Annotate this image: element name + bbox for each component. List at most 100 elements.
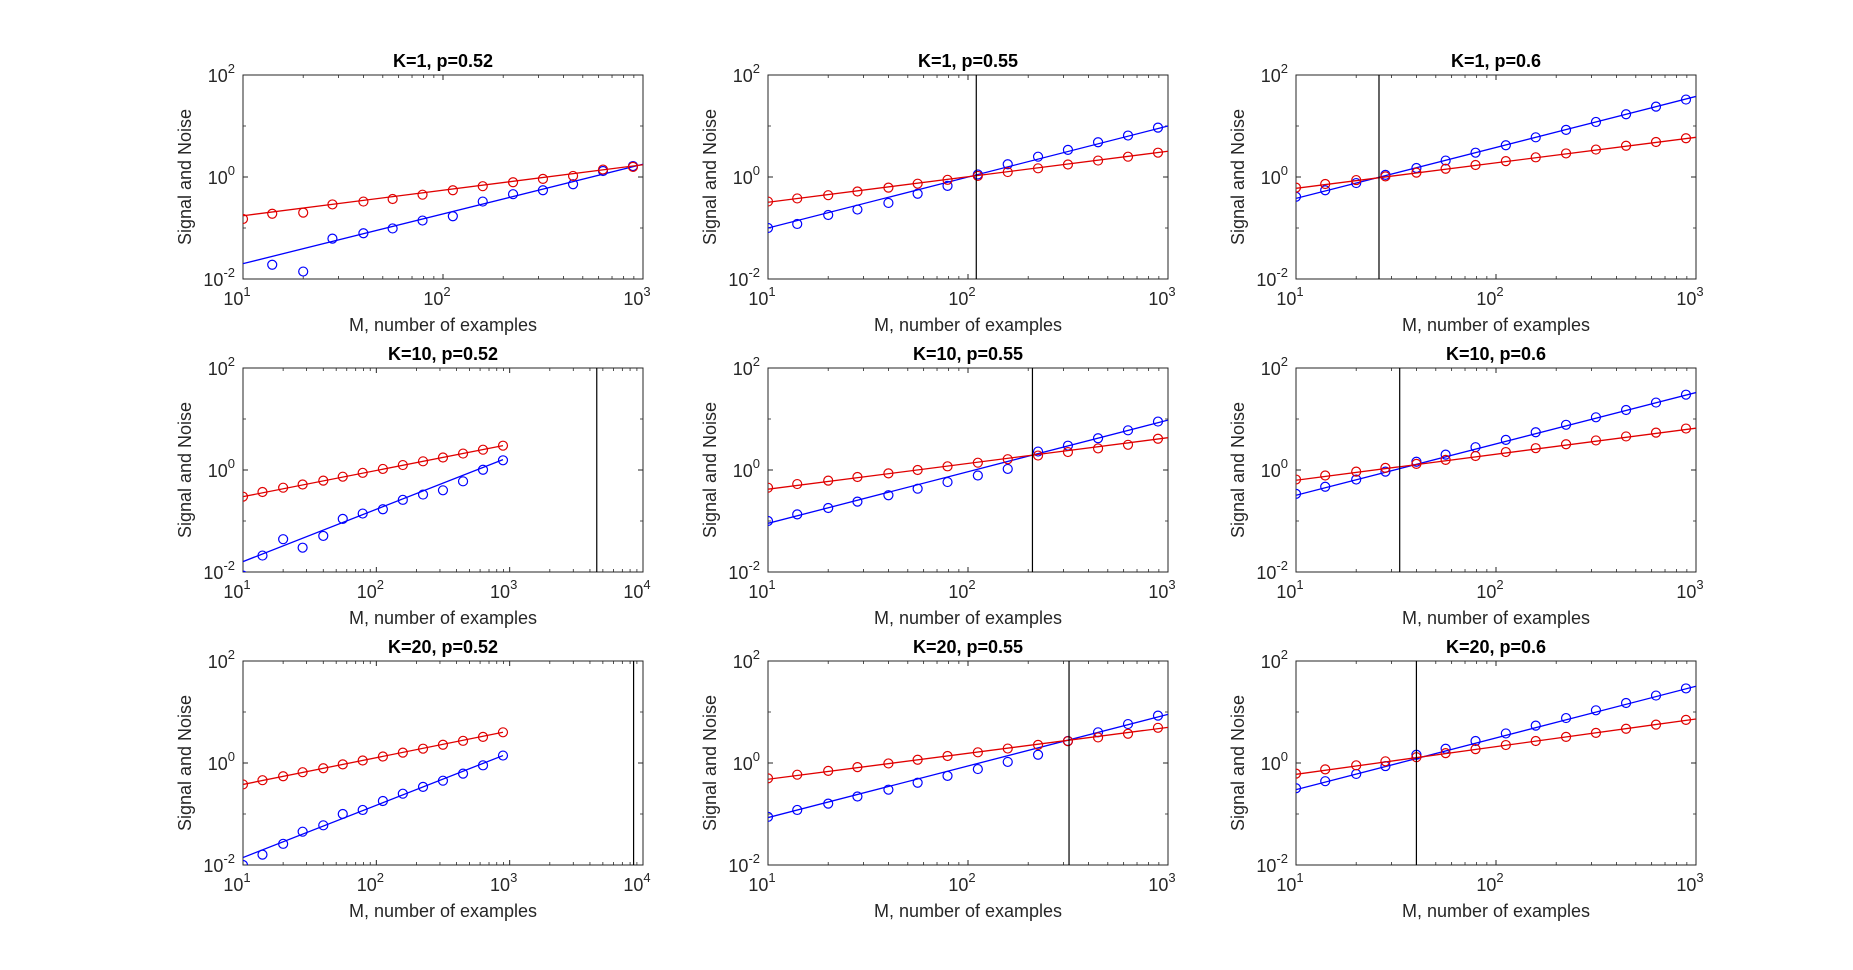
noise-point bbox=[1530, 735, 1541, 747]
signal-fit-line bbox=[1296, 391, 1696, 496]
x-tick-label: 103 bbox=[623, 284, 650, 309]
signal-point bbox=[792, 509, 803, 520]
noise-point bbox=[1122, 439, 1134, 450]
plot-area bbox=[1296, 368, 1696, 572]
noise-point bbox=[1530, 443, 1541, 454]
subplot: 10-2 100 102 101 102 103 K=1, p=0.52 M, number … bbox=[175, 51, 651, 335]
noise-point bbox=[1351, 174, 1362, 186]
y-axis-label: Signal and Noise bbox=[1228, 402, 1248, 538]
signal-point bbox=[1320, 185, 1331, 196]
x-tick-label: 103 bbox=[1148, 577, 1175, 602]
axes-box bbox=[1295, 660, 1697, 866]
noise-point bbox=[257, 486, 268, 498]
signal-point bbox=[1530, 132, 1541, 143]
noise-point bbox=[1680, 423, 1692, 434]
signal-point bbox=[942, 770, 953, 781]
x-axis-label: M, number of examples bbox=[874, 901, 1062, 921]
noise-point bbox=[337, 759, 348, 770]
y-axis-label: Signal and Noise bbox=[700, 695, 720, 831]
noise-point bbox=[1296, 768, 1302, 779]
y-tick-label: 10-2 bbox=[728, 558, 760, 583]
subplot: 10-2 100 102 101 102 103 K=10, p=0.6 M, number … bbox=[1228, 344, 1704, 628]
signal-point bbox=[852, 791, 863, 802]
signal-point bbox=[1560, 124, 1572, 135]
signal-point bbox=[417, 489, 429, 500]
noise-point bbox=[507, 177, 519, 188]
noise-point bbox=[883, 758, 894, 769]
noise-point bbox=[1411, 458, 1422, 469]
subplot-title: K=1, p=0.6 bbox=[1451, 51, 1541, 71]
signal-point bbox=[883, 197, 894, 209]
signal-point bbox=[972, 470, 983, 481]
y-tick-label: 10-2 bbox=[203, 851, 235, 876]
signal-point bbox=[1002, 756, 1013, 768]
signal-point bbox=[437, 485, 449, 496]
noise-point bbox=[792, 478, 803, 490]
noise-point bbox=[1152, 433, 1164, 444]
noise-point bbox=[397, 747, 408, 758]
noise-point bbox=[1680, 714, 1692, 726]
signal-point bbox=[912, 483, 923, 494]
x-tick-label: 103 bbox=[1676, 284, 1703, 309]
noise-point bbox=[912, 464, 923, 476]
noise-point bbox=[852, 186, 863, 197]
noise-fit-line bbox=[1296, 136, 1696, 189]
noise-point bbox=[318, 475, 329, 486]
x-tick-label: 102 bbox=[357, 870, 384, 895]
signal-point bbox=[298, 266, 309, 277]
noise-point bbox=[417, 456, 429, 467]
y-tick-label: 10-2 bbox=[728, 265, 760, 290]
signal-point bbox=[337, 808, 348, 820]
signal-point bbox=[1680, 683, 1692, 694]
signal-point bbox=[387, 223, 398, 234]
noise-point bbox=[1470, 159, 1481, 171]
y-tick-label: 102 bbox=[733, 354, 760, 379]
noise-point bbox=[1620, 723, 1632, 734]
noise-fit-line bbox=[243, 445, 504, 498]
y-tick-label: 102 bbox=[208, 647, 235, 672]
x-tick-label: 101 bbox=[748, 577, 775, 602]
signal-point bbox=[942, 180, 953, 191]
y-tick-label: 102 bbox=[1261, 61, 1288, 86]
y-tick-label: 10-2 bbox=[728, 851, 760, 876]
noise-point bbox=[1440, 748, 1451, 759]
noise-point bbox=[1500, 156, 1511, 167]
signal-point bbox=[1440, 155, 1451, 166]
noise-point bbox=[1440, 163, 1451, 174]
noise-point bbox=[1620, 431, 1632, 442]
noise-point bbox=[1680, 133, 1692, 144]
noise-point bbox=[243, 213, 249, 225]
signal-point bbox=[1500, 434, 1511, 445]
x-tick-label: 103 bbox=[1148, 284, 1175, 309]
noise-point bbox=[497, 727, 509, 738]
noise-point bbox=[567, 170, 579, 182]
signal-point bbox=[1351, 474, 1362, 485]
signal-point bbox=[567, 179, 579, 190]
signal-point bbox=[1650, 101, 1662, 112]
signal-fit-line bbox=[1296, 685, 1696, 791]
y-tick-label: 100 bbox=[208, 163, 235, 188]
noise-point bbox=[1002, 166, 1013, 178]
signal-point bbox=[397, 788, 408, 799]
noise-point bbox=[792, 769, 803, 780]
signal-point bbox=[357, 804, 368, 816]
x-axis-label: M, number of examples bbox=[349, 315, 537, 335]
noise-point bbox=[417, 743, 429, 754]
signal-point bbox=[1092, 137, 1104, 148]
noise-fit-line bbox=[1296, 718, 1696, 775]
noise-fit-line bbox=[1296, 427, 1696, 481]
noise-point bbox=[1560, 731, 1572, 742]
noise-point bbox=[1470, 450, 1481, 462]
signal-point bbox=[1320, 776, 1331, 787]
x-tick-label: 102 bbox=[357, 577, 384, 602]
signal-point bbox=[1032, 749, 1044, 760]
noise-point bbox=[1002, 743, 1013, 754]
signal-point bbox=[507, 189, 519, 200]
noise-point bbox=[318, 763, 329, 774]
subplot-title: K=1, p=0.52 bbox=[393, 51, 493, 71]
noise-point bbox=[852, 762, 863, 773]
signal-point bbox=[1620, 697, 1632, 709]
x-tick-label: 102 bbox=[948, 284, 975, 309]
subplot-title: K=10, p=0.52 bbox=[388, 344, 498, 364]
